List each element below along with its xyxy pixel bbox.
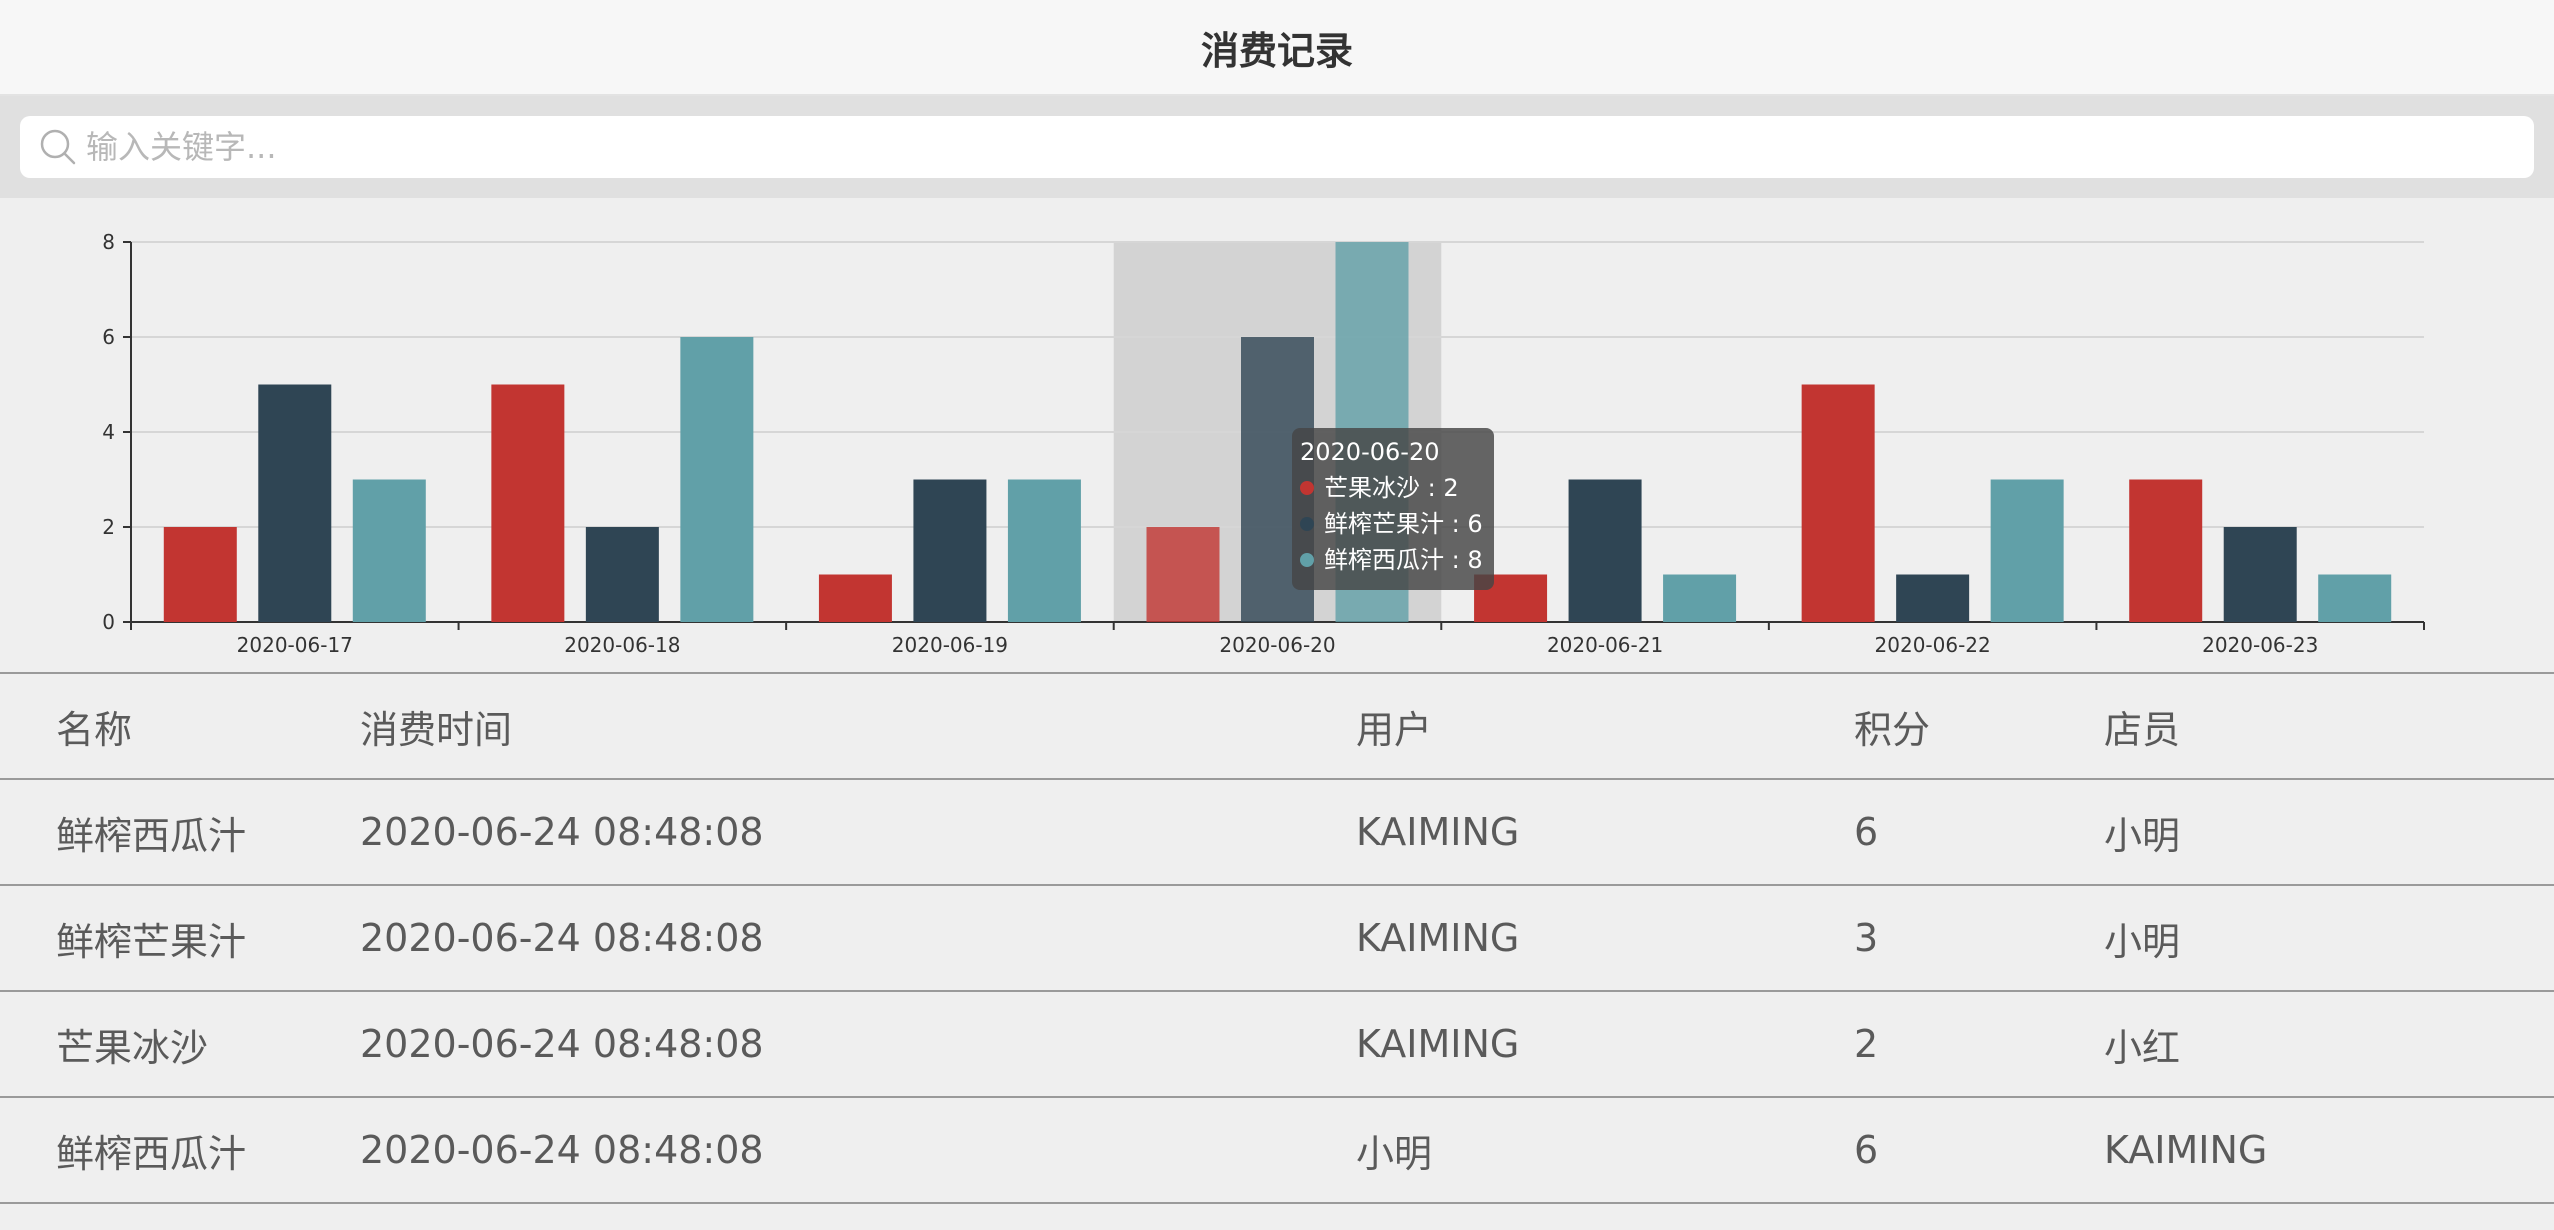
bar[interactable] bbox=[1474, 574, 1548, 623]
header-clerk: 店员 bbox=[2104, 672, 2554, 780]
bar[interactable] bbox=[680, 337, 754, 622]
bar[interactable] bbox=[1896, 574, 1970, 623]
bar[interactable] bbox=[258, 384, 332, 623]
bar[interactable] bbox=[491, 384, 565, 623]
consumption-chart: 0 2 4 6 8 2020-06-17 2020-06-18 2020-06-19 2020-… bbox=[0, 198, 2554, 672]
cell-time: 2020-06-24 08:48:08 bbox=[360, 991, 1356, 1098]
header-name: 名称 bbox=[0, 672, 360, 780]
bar[interactable] bbox=[1007, 479, 1081, 623]
table-row[interactable]: 鲜榨西瓜汁 2020-06-24 08:48:08 KAIMING 6 小明 bbox=[0, 779, 2554, 886]
bar[interactable] bbox=[1335, 242, 1409, 622]
cell-name: 鲜榨芒果汁 bbox=[0, 885, 360, 992]
bar[interactable] bbox=[2318, 574, 2392, 623]
bar[interactable] bbox=[818, 574, 892, 623]
bar[interactable] bbox=[2223, 527, 2297, 622]
cell-time: 2020-06-24 08:48:08 bbox=[360, 1097, 1356, 1204]
table-header-row: 名称 消费时间 用户 积分 店员 bbox=[0, 672, 2554, 780]
y-tick-label: 0 bbox=[102, 610, 115, 634]
bar[interactable] bbox=[913, 479, 987, 623]
x-tick-label: 2020-06-20 bbox=[1219, 633, 1335, 657]
table-row[interactable]: 鲜榨芒果汁 2020-06-24 08:48:08 KAIMING 3 小明 bbox=[0, 885, 2554, 992]
x-tick-label: 2020-06-21 bbox=[1547, 633, 1663, 657]
header-time: 消费时间 bbox=[360, 672, 1356, 780]
navbar: 消费记录 bbox=[0, 0, 2554, 96]
cell-user: KAIMING bbox=[1356, 885, 1854, 992]
bar[interactable] bbox=[1990, 479, 2064, 623]
x-tick-label: 2020-06-19 bbox=[892, 633, 1008, 657]
bar[interactable] bbox=[1146, 527, 1220, 622]
cell-clerk: KAIMING bbox=[2104, 1097, 2554, 1204]
table-row[interactable]: 芒果冰沙 2020-06-24 08:48:08 KAIMING 2 小红 bbox=[0, 991, 2554, 1098]
bar[interactable] bbox=[1663, 574, 1737, 623]
bar[interactable] bbox=[585, 527, 659, 622]
search-box[interactable] bbox=[20, 116, 2534, 178]
cell-user: 小明 bbox=[1356, 1097, 1854, 1204]
bar[interactable] bbox=[352, 479, 426, 623]
page-title: 消费记录 bbox=[1200, 28, 1353, 73]
cell-user: KAIMING bbox=[1356, 779, 1854, 886]
x-tick-label: 2020-06-18 bbox=[564, 633, 680, 657]
cell-name: 鲜榨西瓜汁 bbox=[0, 779, 360, 886]
cell-points: 6 bbox=[1854, 1097, 2104, 1204]
y-tick-label: 2 bbox=[102, 515, 115, 539]
cell-points: 2 bbox=[1854, 991, 2104, 1098]
header-user: 用户 bbox=[1356, 672, 1854, 780]
search-input[interactable] bbox=[84, 127, 2488, 167]
x-tick-label: 2020-06-22 bbox=[1875, 633, 1991, 657]
bar[interactable] bbox=[2129, 479, 2203, 623]
y-tick-label: 4 bbox=[102, 420, 115, 444]
cell-name: 鲜榨西瓜汁 bbox=[0, 1097, 360, 1204]
cell-clerk: 小红 bbox=[2104, 991, 2554, 1098]
x-tick-label: 2020-06-17 bbox=[237, 633, 353, 657]
header-points: 积分 bbox=[1854, 672, 2104, 780]
cell-clerk: 小明 bbox=[2104, 779, 2554, 886]
bar[interactable] bbox=[1568, 479, 1642, 623]
cell-name: 芒果冰沙 bbox=[0, 991, 360, 1098]
y-tick-label: 8 bbox=[102, 230, 115, 254]
bar[interactable] bbox=[163, 527, 237, 622]
y-tick-label: 6 bbox=[102, 325, 115, 349]
records-table: 名称 消费时间 用户 积分 店员 鲜榨西瓜汁 2020-06-24 08:48:… bbox=[0, 672, 2554, 1204]
cell-points: 3 bbox=[1854, 885, 2104, 992]
x-tick-label: 2020-06-23 bbox=[2202, 633, 2318, 657]
cell-clerk: 小明 bbox=[2104, 885, 2554, 992]
table-row[interactable]: 鲜榨西瓜汁 2020-06-24 08:48:08 小明 6 KAIMING bbox=[0, 1097, 2554, 1204]
bar[interactable] bbox=[1241, 337, 1314, 622]
cell-time: 2020-06-24 08:48:08 bbox=[360, 779, 1356, 886]
bar[interactable] bbox=[1801, 384, 1875, 623]
bar-chart[interactable]: 0 2 4 6 8 2020-06-17 2020-06-18 2020-06-19 2020-… bbox=[0, 198, 2554, 672]
cell-user: KAIMING bbox=[1356, 991, 1854, 1098]
cell-points: 6 bbox=[1854, 779, 2104, 886]
search-icon bbox=[40, 129, 76, 165]
search-bar bbox=[0, 96, 2554, 198]
cell-time: 2020-06-24 08:48:08 bbox=[360, 885, 1356, 992]
